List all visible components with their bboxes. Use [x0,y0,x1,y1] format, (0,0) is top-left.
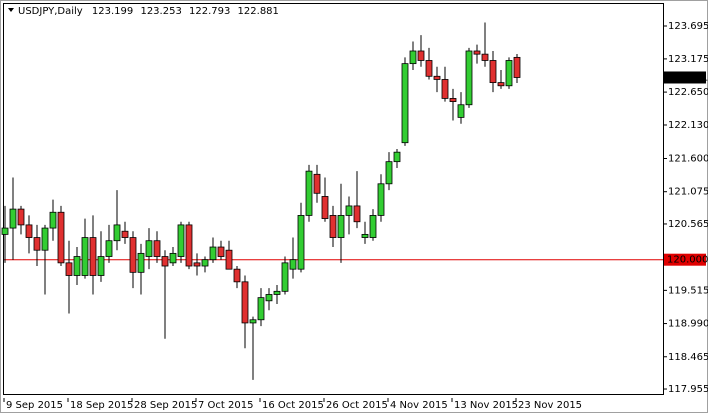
x-tick-label: 9 Sep 2015 [6,400,63,411]
candle-body [305,170,313,216]
candle-body [289,259,297,270]
y-tick-label: 123.695 [668,21,708,32]
candle-body [193,262,201,267]
candle-body [137,252,145,273]
candle-body [425,60,433,77]
candle-body [177,224,185,257]
candle-body [25,224,33,238]
candle-body [65,262,73,276]
candle-body [457,104,465,118]
candle-body [361,233,369,238]
candle-body [513,56,521,78]
candle-body [409,50,417,65]
candle-body [73,256,81,276]
y-tick-label: 122.130 [668,120,708,131]
candle-body [481,53,489,61]
candle-body [185,224,193,267]
low-value: 122.793 [189,6,230,17]
candle-body [369,215,377,238]
candle-body [281,262,289,292]
candle-body [1,227,9,235]
candle-body [473,50,481,55]
candle-body [217,246,225,257]
candle-body [105,240,113,257]
candle-body [225,249,233,270]
candle-body [297,215,305,270]
candle-body [385,161,393,185]
candle-body [57,211,65,264]
candle-body [17,208,25,226]
candle-body [433,75,441,80]
plot-frame [3,3,664,395]
y-tick-label: 119.515 [668,285,708,296]
x-tick-label: 13 Nov 2015 [454,400,518,411]
candle-body [329,215,337,238]
candle-body [497,82,505,87]
y-tick-label: 117.955 [668,384,708,395]
level-label-bg [664,253,706,266]
open-value: 123.199 [92,6,133,17]
y-tick-label: 118.465 [668,352,708,363]
symbol: USDJPY,Daily [18,6,83,17]
candle-body [265,294,273,302]
candle-body [393,151,401,163]
x-tick-label: 23 Nov 2015 [518,400,582,411]
candle-body [129,237,137,273]
candle-body [153,240,161,257]
candle-body [97,256,105,276]
candle-body [89,237,97,276]
high-value: 123.253 [140,6,181,17]
candle-body [313,173,321,194]
candle-body [49,211,57,229]
y-tick-label: 118.990 [668,319,708,330]
candle-body [233,268,241,283]
candle-body [169,252,177,264]
candle-body [321,196,329,219]
candle-body [377,183,385,216]
x-tick-label: 7 Oct 2015 [198,400,253,411]
candle-body [161,256,169,267]
candle-body [465,50,473,106]
candle-body [441,79,449,99]
close-value: 122.881 [238,6,279,17]
x-tick-label: 26 Oct 2015 [326,400,388,411]
candle-body [417,50,425,61]
candle-body [257,297,265,321]
candle-body [241,281,249,324]
candle-body [489,60,497,84]
price-label: 122.881 [667,72,708,83]
candle-body [121,230,129,238]
candle-body [401,63,409,144]
y-tick-label: 121.075 [668,187,708,198]
x-tick-label: 18 Sep 2015 [70,400,133,411]
candle-body [145,240,153,257]
price-label-bg [664,71,706,84]
y-tick-label: 120.565 [668,219,708,230]
x-tick-label: 4 Nov 2015 [390,400,448,411]
x-tick-label: 28 Sep 2015 [134,400,197,411]
header: USDJPY,Daily 123.199 123.253 122.793 122… [18,6,279,17]
candle-body [449,98,457,102]
candle-body [9,208,17,229]
candle-body [41,227,49,251]
menu-arrow[interactable] [8,8,14,12]
y-tick-label: 122.650 [668,87,708,98]
candle-body [201,259,209,267]
candle-body [249,319,257,324]
y-tick-label: 121.600 [668,154,708,165]
x-tick-label: 16 Oct 2015 [262,400,324,411]
y-tick-label: 123.175 [668,54,708,65]
candle-body [505,60,513,87]
candle-body [273,290,281,295]
level-label: 120.000 [667,255,708,266]
candle-body [113,224,121,242]
candle-body [353,205,361,223]
candle-body [209,246,217,261]
candle-body [345,205,353,216]
candle-body [337,215,345,238]
candle-body [81,237,89,276]
candle-body [33,237,41,251]
